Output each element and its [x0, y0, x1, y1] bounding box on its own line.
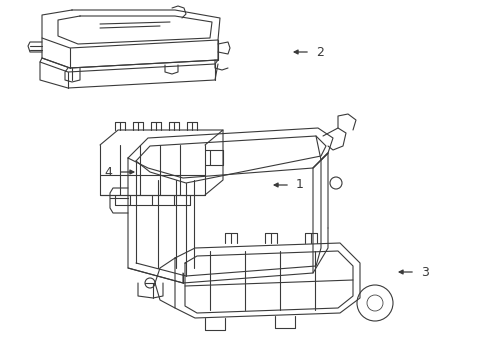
Text: 4: 4: [104, 166, 112, 179]
Text: 1: 1: [295, 179, 303, 192]
Text: 2: 2: [315, 45, 323, 58]
Text: 3: 3: [420, 266, 428, 279]
